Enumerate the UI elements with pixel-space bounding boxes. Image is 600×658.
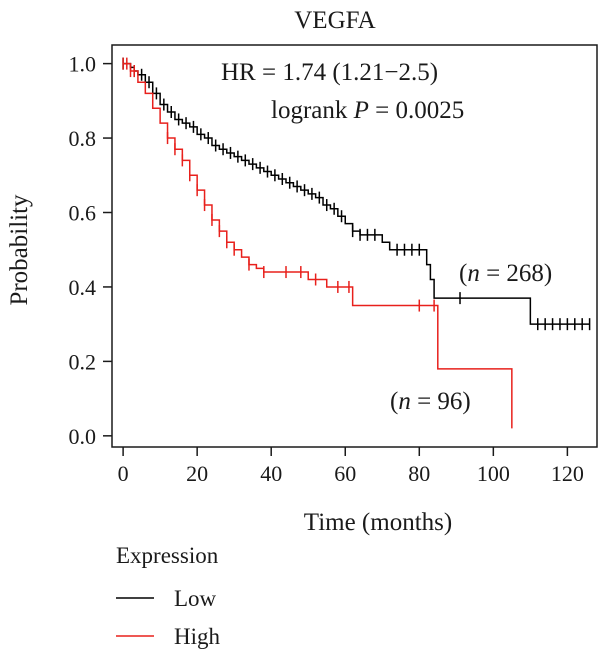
x-axis: 0 20 40 60 80 100 120 xyxy=(118,447,584,486)
y-axis: 0.0 0.2 0.4 0.6 0.8 1.0 xyxy=(69,52,112,449)
x-axis-title: Time (months) xyxy=(304,509,452,536)
y-tick-label: 0.2 xyxy=(69,349,97,374)
n-high-rest: = 96) xyxy=(411,388,471,415)
plot-frame xyxy=(111,44,598,448)
y-tick-label: 0.8 xyxy=(69,126,97,151)
n-high-open: ( xyxy=(390,388,398,415)
logrank-prefix: logrank xyxy=(271,97,354,124)
n-high-italic: n xyxy=(398,388,411,415)
hr-annotation: HR = 1.74 (1.21−2.5) xyxy=(221,59,438,86)
legend: Expression Low High xyxy=(116,543,221,649)
x-tick-label: 100 xyxy=(477,461,510,486)
x-tick-label: 80 xyxy=(408,461,430,486)
n-low-italic: n xyxy=(467,260,480,287)
x-tick-label: 60 xyxy=(334,461,356,486)
y-tick-label: 0.6 xyxy=(69,201,97,226)
n-low-annotation: (n = 268) xyxy=(459,260,552,287)
x-tick-label: 20 xyxy=(186,461,208,486)
legend-title: Expression xyxy=(116,543,219,568)
chart-title: VEGFA xyxy=(294,7,375,34)
legend-label-low: Low xyxy=(174,586,217,611)
y-tick-label: 1.0 xyxy=(69,52,97,77)
legend-label-high: High xyxy=(174,624,221,649)
x-tick-label: 40 xyxy=(260,461,282,486)
series-low xyxy=(122,57,591,331)
logrank-suffix: = 0.0025 xyxy=(369,97,464,124)
n-low-open: ( xyxy=(459,260,467,287)
series-high xyxy=(122,57,513,429)
y-tick-label: 0.0 xyxy=(69,424,97,449)
survival-curve-low xyxy=(123,62,590,325)
x-tick-label: 0 xyxy=(118,461,129,486)
y-tick-label: 0.4 xyxy=(69,275,97,300)
y-axis-title: Probability xyxy=(6,194,33,306)
x-tick-label: 120 xyxy=(551,461,584,486)
n-low-rest: = 268) xyxy=(480,260,552,287)
n-high-annotation: (n = 96) xyxy=(390,388,471,415)
series-layer xyxy=(122,57,591,429)
logrank-p: P xyxy=(353,97,369,124)
logrank-annotation: logrank P = 0.0025 xyxy=(271,97,464,124)
